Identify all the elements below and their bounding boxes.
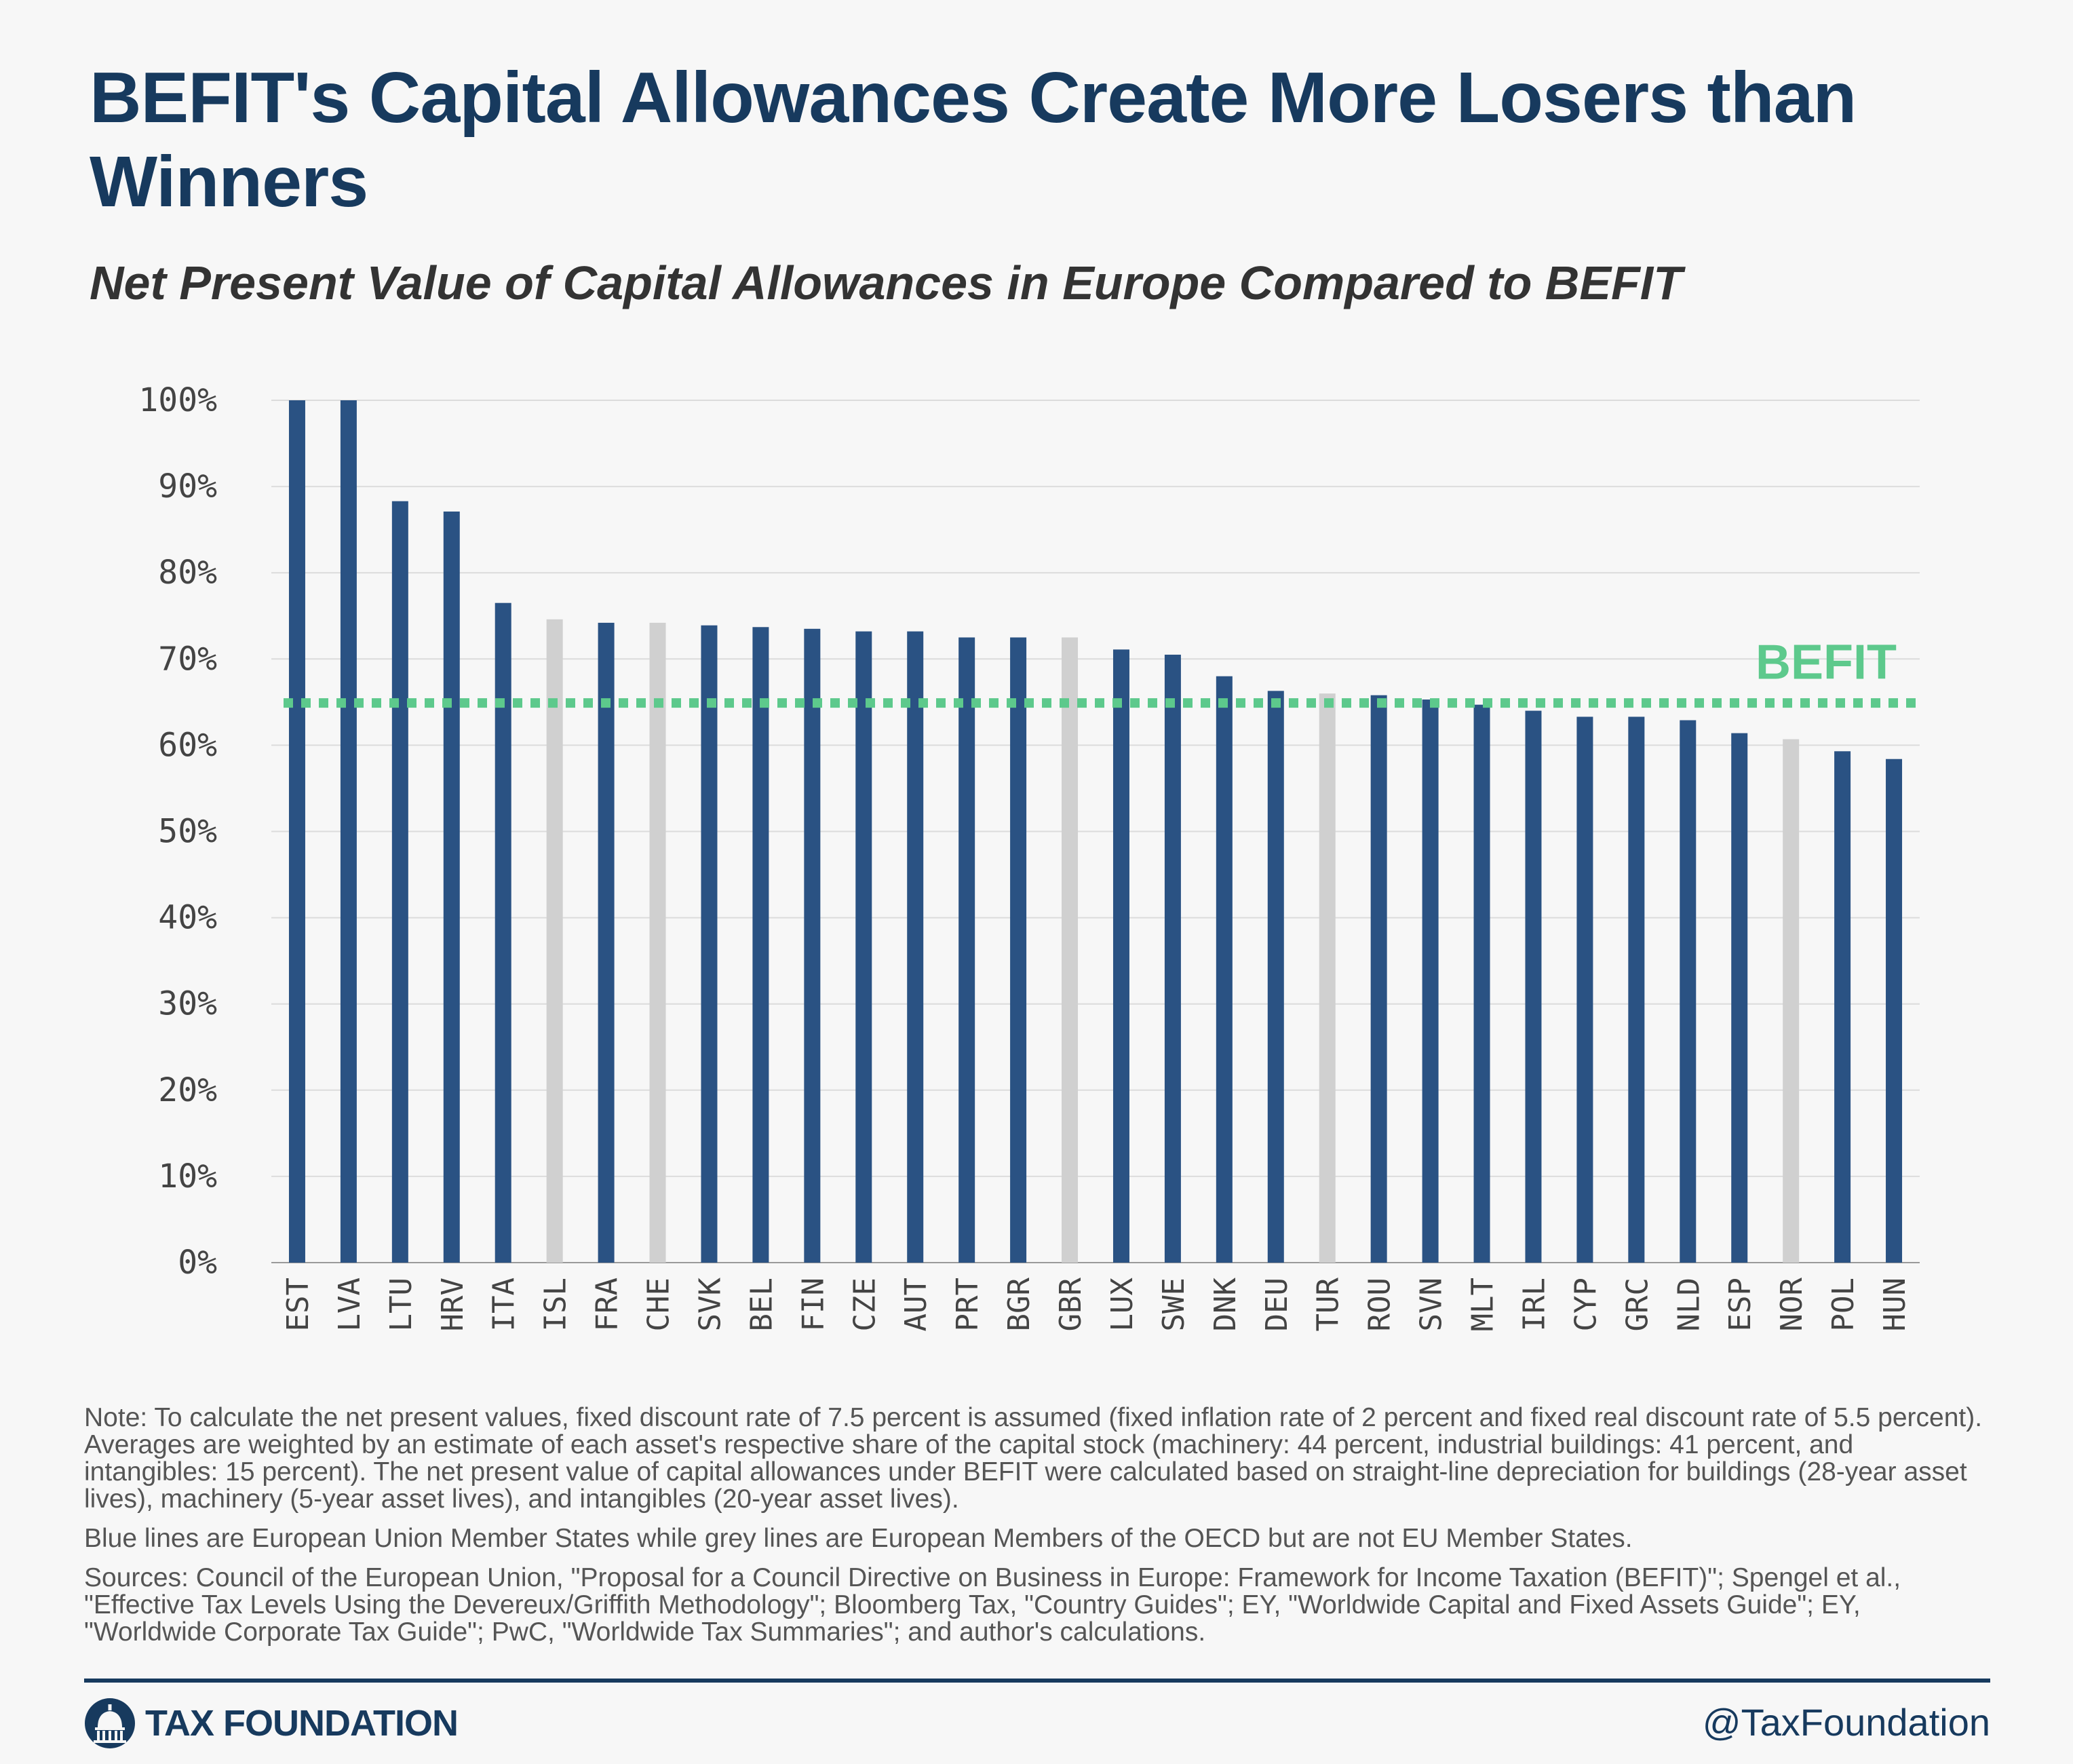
- x-tick-label: CYP: [1568, 1278, 1603, 1331]
- x-tick-label: FRA: [590, 1278, 625, 1331]
- bar-svk: [701, 625, 718, 1263]
- x-tick-label: DEU: [1260, 1278, 1294, 1331]
- methodology-note: Note: To calculate the net present value…: [84, 1403, 1983, 1514]
- y-axis: 0% 10% 20% 30% 40% 50% 60% 70% 80% 90% 100%: [138, 381, 217, 1282]
- x-tick-label: LTU: [384, 1278, 419, 1331]
- x-tick-label: HUN: [1878, 1278, 1912, 1331]
- brand: TAX FOUNDATION: [84, 1695, 459, 1752]
- bar-aut: [907, 631, 924, 1263]
- x-tick-label: MLT: [1466, 1278, 1500, 1331]
- y-tick-label: 50%: [158, 813, 217, 851]
- x-tick-label: ITA: [487, 1278, 522, 1331]
- y-tick-label: 80%: [158, 554, 217, 592]
- bar-pol: [1834, 751, 1851, 1263]
- y-tick-label: 90%: [158, 467, 217, 505]
- bar-cyp: [1576, 716, 1593, 1263]
- twitter-handle[interactable]: @TaxFoundation: [1702, 1701, 1990, 1744]
- x-tick-label: SWE: [1157, 1278, 1191, 1331]
- bars: [288, 400, 1903, 1263]
- y-tick-label: 0%: [178, 1244, 217, 1282]
- bar-nld: [1680, 720, 1697, 1263]
- bar-dnk: [1216, 676, 1233, 1263]
- y-tick-label: 60%: [158, 726, 217, 764]
- x-tick-label: SVN: [1414, 1278, 1449, 1331]
- chart-subtitle: Net Present Value of Capital Allowances …: [90, 256, 1683, 309]
- sources-note: Sources: Council of the European Union, …: [84, 1563, 1901, 1647]
- bar-hun: [1886, 759, 1903, 1263]
- bar-est: [288, 400, 305, 1263]
- x-tick-label: DNK: [1208, 1278, 1243, 1332]
- y-tick-label: 70%: [158, 640, 217, 678]
- bar-bgr: [1010, 637, 1027, 1263]
- x-tick-label: EST: [281, 1278, 315, 1331]
- y-tick-label: 40%: [158, 899, 217, 937]
- chart-notes: Note: To calculate the net present value…: [84, 1404, 1983, 1658]
- y-tick-label: 10%: [158, 1157, 217, 1195]
- x-tick-label: CHE: [642, 1278, 676, 1331]
- x-tick-label: GBR: [1053, 1278, 1088, 1332]
- x-tick-label: ISL: [539, 1278, 573, 1331]
- bar-prt: [958, 637, 975, 1263]
- x-tick-label: AUT: [899, 1278, 933, 1331]
- y-tick-label: 20%: [158, 1071, 217, 1109]
- bar-swe: [1164, 654, 1181, 1263]
- color-legend-note: Blue lines are European Union Member Sta…: [84, 1524, 1633, 1553]
- x-tick-label: FIN: [796, 1278, 830, 1331]
- footer-divider: [84, 1679, 1990, 1683]
- bar-deu: [1267, 691, 1284, 1263]
- x-tick-label: ROU: [1363, 1278, 1397, 1331]
- bar-cze: [855, 631, 872, 1263]
- x-tick-label: ESP: [1723, 1278, 1758, 1331]
- bar-isl: [546, 619, 563, 1263]
- x-tick-label: LUX: [1105, 1278, 1140, 1332]
- bar-mlt: [1473, 704, 1490, 1263]
- bar-chart: 0% 10% 20% 30% 40% 50% 60% 70% 80% 90% 100% EST LVA…: [138, 381, 1920, 1332]
- x-tick-label: TUR: [1311, 1278, 1346, 1332]
- x-tick-label: BGR: [1002, 1278, 1036, 1332]
- bar-ita: [495, 602, 511, 1263]
- bar-rou: [1370, 695, 1387, 1263]
- x-tick-label: BEL: [744, 1278, 779, 1331]
- bar-irl: [1525, 710, 1542, 1263]
- brand-name: TAX FOUNDATION: [145, 1703, 459, 1744]
- bar-nor: [1783, 739, 1800, 1263]
- bar-lux: [1112, 649, 1129, 1263]
- bar-gbr: [1062, 637, 1079, 1263]
- x-tick-label: PRT: [950, 1278, 985, 1331]
- gridlines: [271, 400, 1920, 1263]
- bar-tur: [1319, 693, 1336, 1263]
- bar-fin: [804, 628, 821, 1263]
- x-tick-label: IRL: [1517, 1278, 1551, 1331]
- x-axis: EST LVA LTU HRV ITA ISL FRA CHE SVK BEL FIN CZE AUT P…: [281, 1278, 1912, 1332]
- bar-che: [649, 622, 666, 1263]
- chart-title: BEFIT's Capital Allowances Create More L…: [90, 58, 1857, 222]
- y-tick-label: 100%: [138, 381, 217, 419]
- bar-fra: [598, 622, 615, 1263]
- befit-reference: BEFIT: [284, 636, 1920, 708]
- befit-label: BEFIT: [1756, 636, 1897, 690]
- x-tick-label: CZE: [847, 1278, 882, 1331]
- bar-svn: [1422, 699, 1439, 1263]
- bar-hrv: [443, 511, 460, 1263]
- x-tick-label: NLD: [1671, 1278, 1706, 1331]
- bar-lva: [340, 400, 357, 1263]
- capitol-dome-icon: [85, 1698, 135, 1748]
- x-tick-label: HRV: [435, 1278, 470, 1331]
- bar-bel: [752, 627, 769, 1263]
- bar-ltu: [391, 501, 408, 1263]
- x-tick-label: POL: [1826, 1278, 1861, 1331]
- bar-grc: [1628, 716, 1645, 1263]
- x-tick-label: SVK: [693, 1278, 727, 1332]
- y-tick-label: 30%: [158, 985, 217, 1023]
- x-tick-label: LVA: [332, 1278, 367, 1331]
- x-tick-label: NOR: [1775, 1278, 1809, 1332]
- x-tick-label: GRC: [1620, 1278, 1654, 1331]
- bar-esp: [1731, 733, 1748, 1263]
